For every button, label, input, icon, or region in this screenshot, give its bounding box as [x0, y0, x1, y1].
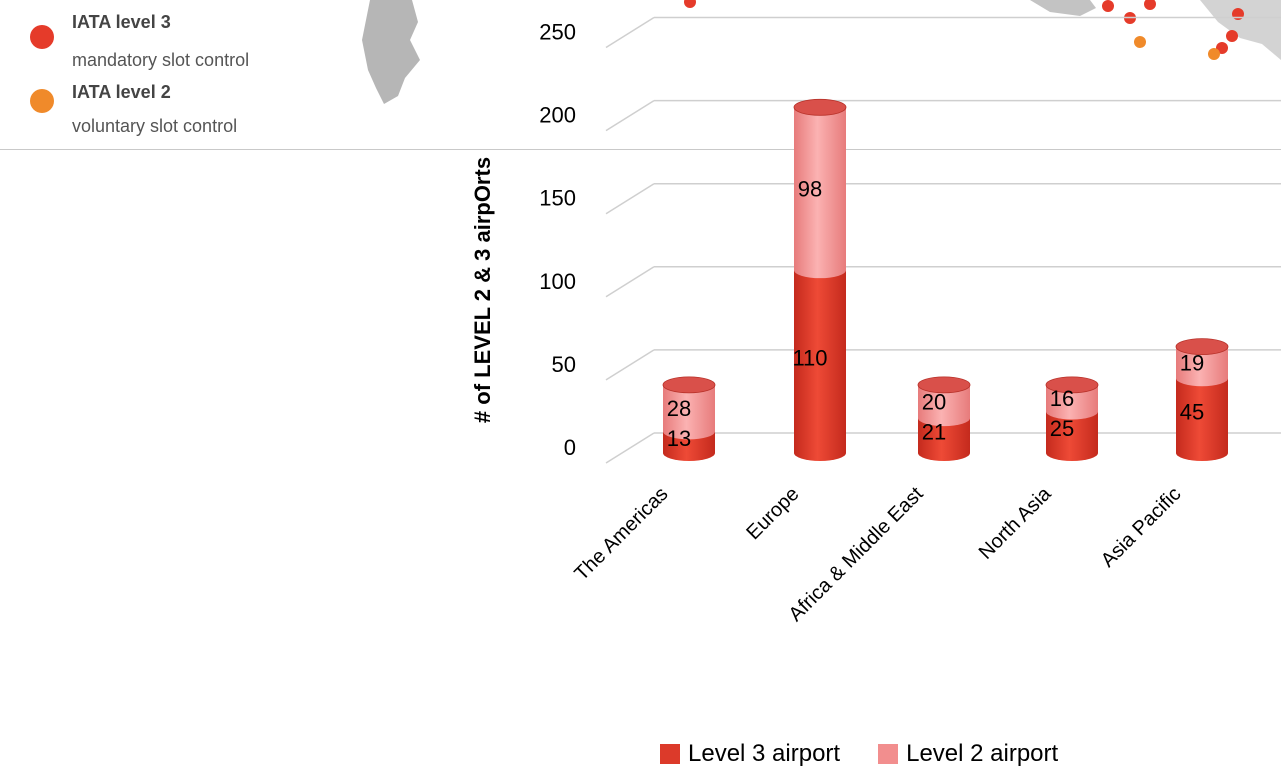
bar-cap-3 [1045, 376, 1099, 394]
bar-cap-2 [917, 376, 971, 394]
bar-cap-1 [793, 98, 847, 116]
x-tick-label: Asia Pacific [1097, 483, 1186, 572]
data-label-level3: 25 [1050, 416, 1074, 441]
gridline-depth [605, 266, 655, 298]
data-label-level3: 45 [1180, 400, 1204, 425]
bar-level3-4 [1176, 378, 1228, 461]
data-label-level2: 16 [1050, 386, 1074, 411]
data-label-level3: 21 [922, 420, 946, 445]
x-tick-label: North Asia [975, 482, 1056, 563]
map-legend: IATA level 3 mandatory slot control IATA… [0, 0, 1281, 150]
bar-level3-0 [663, 431, 715, 461]
y-tick-label: 250 [539, 20, 576, 45]
bar-level2-3 [1046, 384, 1098, 420]
bar-level3-3 [1046, 411, 1098, 461]
gridline-depth [605, 183, 655, 215]
legend-item-level2: Level 2 airport [878, 740, 1058, 768]
y-tick-label: 200 [539, 103, 576, 128]
gridline-depth [605, 349, 655, 381]
data-label-level2: 20 [922, 389, 946, 414]
bar-cap-4 [1175, 338, 1229, 356]
y-tick-layer: 0 50 100 150 200 250 [539, 20, 576, 461]
data-label-level2: 28 [667, 396, 691, 421]
data-label-level2: 19 [1180, 350, 1204, 375]
bar-level2-1 [794, 107, 846, 279]
legend-label-level2: Level 2 airport [906, 740, 1059, 767]
bar-level2-2 [918, 384, 970, 427]
data-label-level3: 13 [667, 426, 691, 451]
bar-level3-1 [794, 270, 846, 461]
x-tick-label: Africa & Middle East [785, 483, 928, 626]
data-label-level2: 98 [798, 177, 822, 202]
map-continent-shape [362, 0, 1281, 104]
level2-dot-icon [30, 89, 54, 113]
gridline-depth [605, 99, 655, 132]
bar-level2-4 [1176, 346, 1228, 387]
legend-swatch-level2 [878, 744, 899, 764]
y-axis-label: # of LEVEL 2 & 3 airpOrts [470, 156, 495, 424]
level2-subtitle: voluntary slot control [72, 116, 238, 136]
level3-dot-icon [30, 25, 54, 49]
x-tick-label: The Americas [571, 483, 673, 585]
level3-title: IATA level 3 [72, 12, 171, 32]
y-tick-label: 0 [564, 435, 576, 460]
legend-label-level3: Level 3 airport [688, 740, 841, 767]
bar-level2-0 [663, 384, 715, 440]
legend-swatch-level3 [660, 744, 680, 764]
bar-level3-2 [918, 418, 970, 461]
gridline-depth [605, 16, 655, 49]
x-tick-label: Europe [742, 483, 803, 544]
bar-layer [662, 98, 1229, 461]
y-tick-label: 50 [552, 352, 576, 377]
divider-line [0, 149, 1281, 150]
chart-legend: Level 3 airport Level 2 airport [660, 740, 1058, 768]
gridline-depth [605, 432, 655, 464]
level2-title: IATA level 2 [72, 82, 171, 102]
level3-subtitle: mandatory slot control [72, 50, 250, 70]
y-tick-label: 100 [539, 269, 576, 294]
y-tick-label: 150 [539, 186, 576, 211]
bar-cap-0 [662, 376, 716, 394]
data-label-layer: 13 28 110 98 21 20 25 16 45 19 [667, 177, 1204, 451]
legend-item-level3: Level 3 airport [660, 740, 840, 768]
data-label-level3: 110 [792, 346, 827, 371]
